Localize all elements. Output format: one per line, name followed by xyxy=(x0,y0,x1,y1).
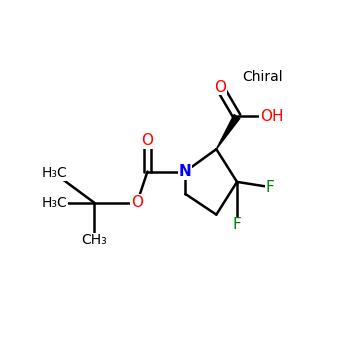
Text: H₃C: H₃C xyxy=(42,166,67,180)
Text: O: O xyxy=(214,80,226,94)
Text: H₃C: H₃C xyxy=(42,196,67,210)
Text: O: O xyxy=(131,195,143,210)
Text: F: F xyxy=(265,180,274,195)
Text: CH₃: CH₃ xyxy=(81,233,107,247)
Text: N: N xyxy=(179,164,192,179)
Polygon shape xyxy=(216,114,240,149)
Text: O: O xyxy=(141,133,153,148)
Text: OH: OH xyxy=(260,109,283,124)
Text: F: F xyxy=(233,217,241,232)
Text: Chiral: Chiral xyxy=(243,70,283,84)
